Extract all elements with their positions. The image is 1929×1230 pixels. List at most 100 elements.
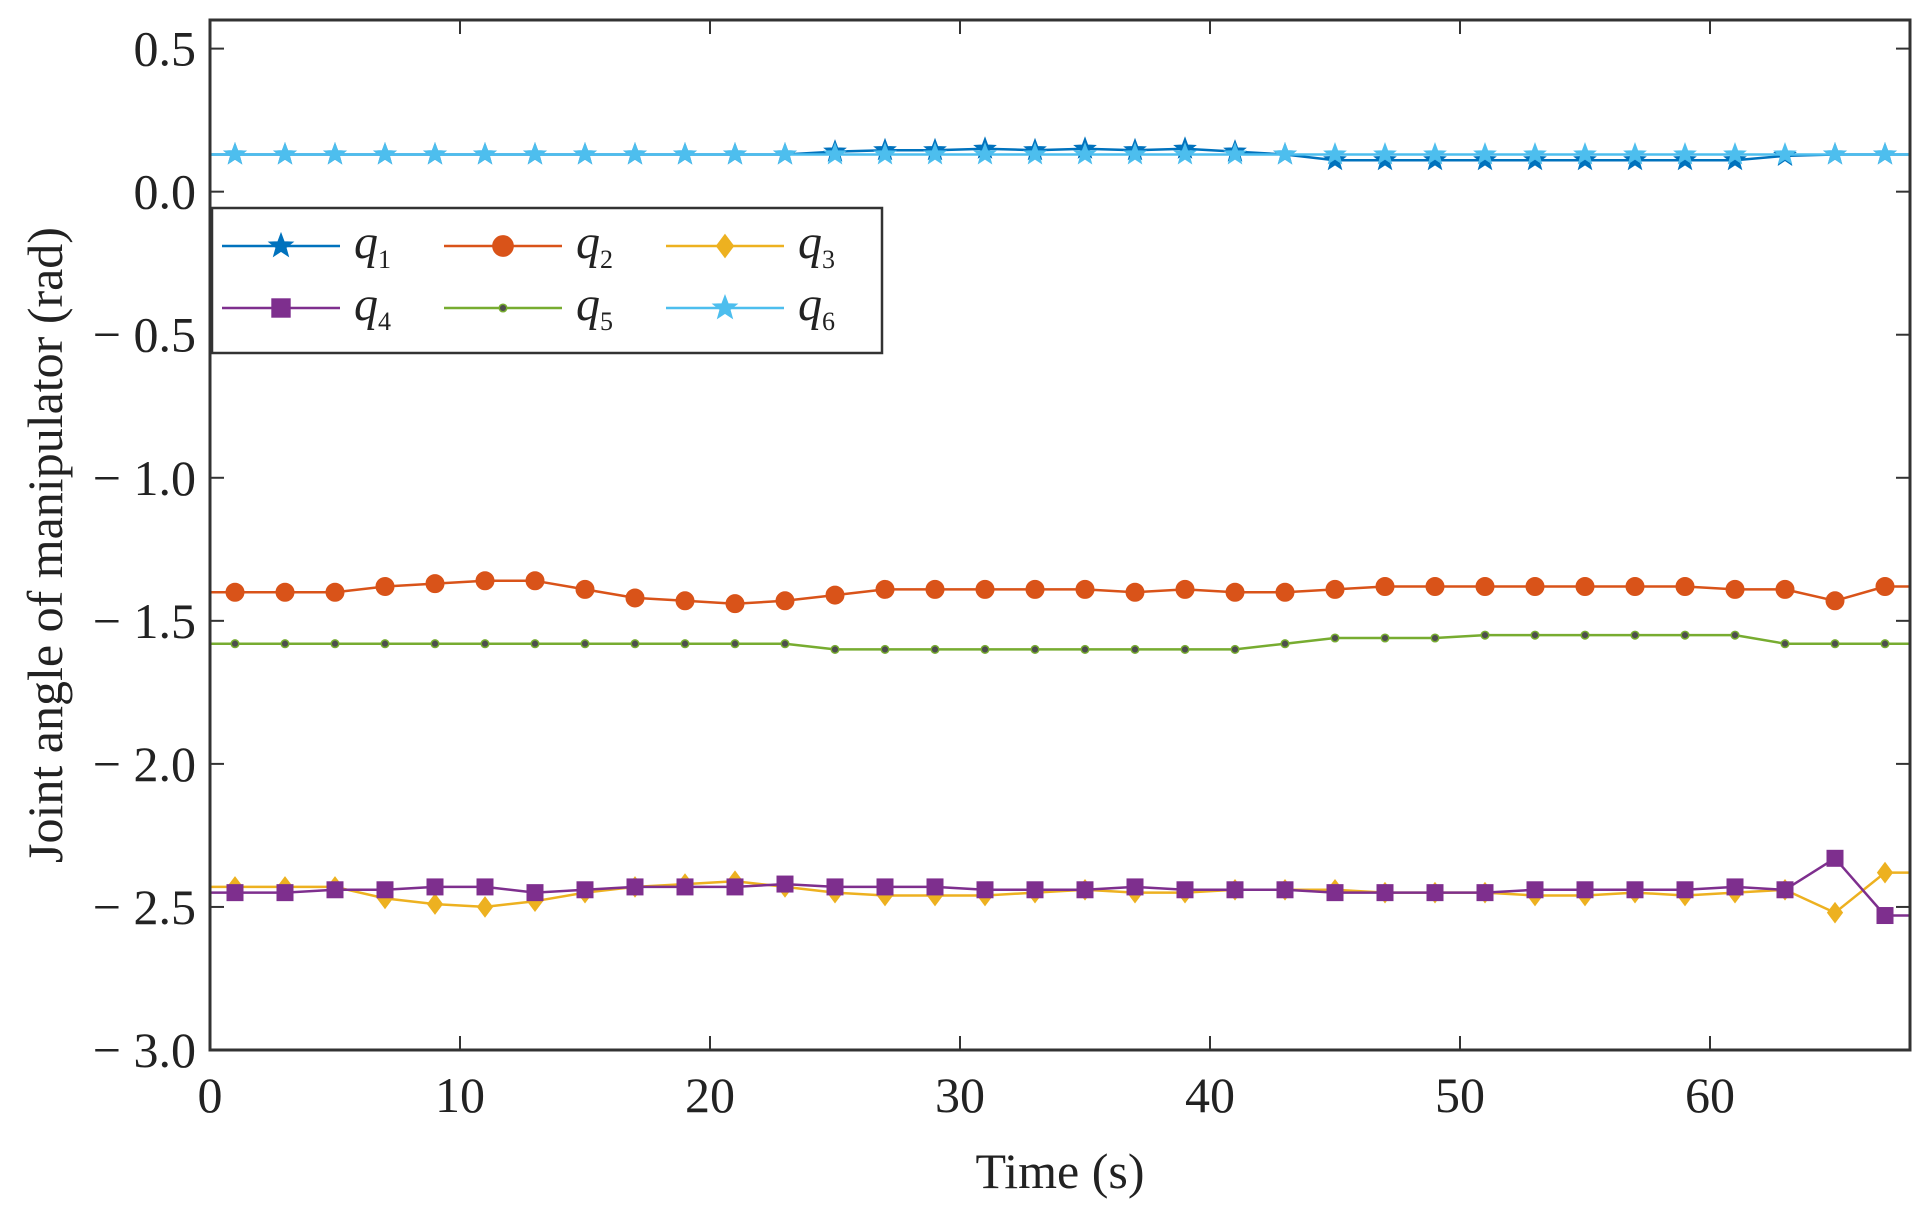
data-point-q6 bbox=[1573, 142, 1597, 165]
data-point-q5 bbox=[280, 639, 290, 649]
data-point-q5 bbox=[1330, 633, 1340, 643]
y-tick-label: − 0.5 bbox=[93, 307, 196, 363]
data-point-q6 bbox=[373, 142, 397, 165]
data-point-q2 bbox=[375, 577, 395, 596]
legend-subscript: 5 bbox=[600, 307, 613, 336]
x-tick-label: 40 bbox=[1185, 1067, 1235, 1123]
x-tick-label: 0 bbox=[198, 1067, 223, 1123]
legend: q 1 q 2 q 3q 4 q 5 q 6 bbox=[210, 206, 884, 355]
data-point-q5 bbox=[1130, 644, 1140, 654]
data-point-q6 bbox=[673, 142, 697, 165]
series-q4 bbox=[210, 849, 1910, 925]
data-point-q5 bbox=[780, 639, 790, 649]
data-point-q5 bbox=[930, 644, 940, 654]
legend-subscript: 3 bbox=[822, 245, 835, 274]
data-point-q2 bbox=[1875, 577, 1895, 596]
data-point-q6 bbox=[1523, 142, 1547, 165]
data-point-q6 bbox=[1773, 142, 1797, 165]
data-point-q4 bbox=[1576, 881, 1594, 899]
data-point-q2 bbox=[1825, 591, 1845, 611]
data-point-q5 bbox=[680, 639, 690, 649]
data-point-q6 bbox=[1273, 142, 1297, 165]
data-point-q4 bbox=[1426, 884, 1444, 902]
series-line-q5 bbox=[210, 633, 1910, 651]
data-point-q4 bbox=[226, 884, 244, 902]
data-point-q4 bbox=[1176, 881, 1194, 899]
data-point-q5 bbox=[630, 639, 640, 649]
data-point-q5 bbox=[1880, 639, 1890, 649]
data-point-q2 bbox=[1175, 579, 1195, 599]
data-point-q4 bbox=[776, 875, 794, 893]
data-point-q4 bbox=[1026, 881, 1044, 899]
data-point-q2 bbox=[425, 574, 445, 594]
data-point-q4 bbox=[926, 878, 944, 896]
data-point-q5 bbox=[230, 639, 240, 649]
data-point-q2 bbox=[1725, 579, 1745, 599]
data-point-q5 bbox=[830, 644, 840, 654]
x-tick-label: 10 bbox=[435, 1067, 485, 1123]
legend-label: q bbox=[798, 278, 822, 331]
legend-label: q bbox=[354, 216, 378, 269]
y-tick-label: − 3.0 bbox=[93, 1022, 196, 1078]
data-point-q2 bbox=[1475, 577, 1495, 596]
data-point-q2 bbox=[1675, 577, 1695, 596]
data-point-q6 bbox=[223, 142, 247, 165]
y-tick-label: 0.0 bbox=[134, 164, 197, 220]
data-point-q4 bbox=[1526, 881, 1544, 899]
y-axis-title: Joint angle of manipulator (rad) bbox=[17, 227, 73, 863]
data-point-q4 bbox=[526, 884, 544, 902]
data-point-q4 bbox=[726, 878, 744, 896]
legend-subscript: 1 bbox=[378, 245, 391, 274]
data-point-q2 bbox=[1325, 579, 1345, 599]
data-point-q6 bbox=[723, 142, 747, 165]
data-point-q5 bbox=[1730, 630, 1740, 640]
data-point-q5 bbox=[430, 639, 440, 649]
data-point-q5 bbox=[380, 639, 390, 649]
data-point-q2 bbox=[1775, 579, 1795, 599]
data-point-q6 bbox=[823, 142, 847, 165]
data-point-q6 bbox=[573, 142, 597, 165]
data-point-q5 bbox=[580, 639, 590, 649]
series-q2 bbox=[210, 571, 1910, 614]
series-q6 bbox=[210, 142, 1910, 165]
y-tick-label: − 2.0 bbox=[93, 736, 196, 792]
data-point-q5 bbox=[1430, 633, 1440, 643]
x-tick-label: 30 bbox=[935, 1067, 985, 1123]
data-point-q3 bbox=[1876, 861, 1894, 884]
data-point-q2 bbox=[1375, 577, 1395, 596]
data-point-q2 bbox=[925, 579, 945, 599]
data-point-q6 bbox=[1223, 142, 1247, 165]
data-point-q6 bbox=[323, 142, 347, 165]
data-point-q6 bbox=[1673, 142, 1697, 165]
y-tick-label: − 2.5 bbox=[93, 879, 196, 935]
data-point-q4 bbox=[1876, 907, 1894, 925]
data-point-q4 bbox=[476, 878, 494, 896]
data-point-q2 bbox=[1225, 582, 1245, 602]
data-point-q6 bbox=[1823, 142, 1847, 165]
data-point-q4 bbox=[426, 878, 444, 896]
plot-frame bbox=[208, 18, 1912, 1052]
data-point-q2 bbox=[825, 585, 845, 605]
y-tick-label: 0.5 bbox=[134, 21, 197, 77]
ticks-layer: 0 10 20 30 40 50 60 0.5 0.0 − 0.5 − 1.0 − 1.5 − 2.0 −… bbox=[93, 20, 1910, 1123]
data-point-q2 bbox=[325, 582, 345, 602]
data-point-q6 bbox=[1423, 142, 1447, 165]
data-point-q2 bbox=[225, 582, 245, 602]
legend-subscript: 4 bbox=[378, 307, 391, 336]
data-point-q6 bbox=[1873, 142, 1897, 165]
data-point-q5 bbox=[1680, 630, 1690, 640]
data-point-q2 bbox=[1125, 582, 1145, 602]
data-point-q5 bbox=[1380, 633, 1390, 643]
data-point-q6 bbox=[1023, 142, 1047, 165]
legend-label: q bbox=[798, 216, 822, 269]
data-point-q5 bbox=[1230, 644, 1240, 654]
data-point-q4 bbox=[1276, 881, 1294, 899]
data-point-q2 bbox=[475, 571, 495, 591]
data-point-q2 bbox=[1525, 577, 1545, 596]
